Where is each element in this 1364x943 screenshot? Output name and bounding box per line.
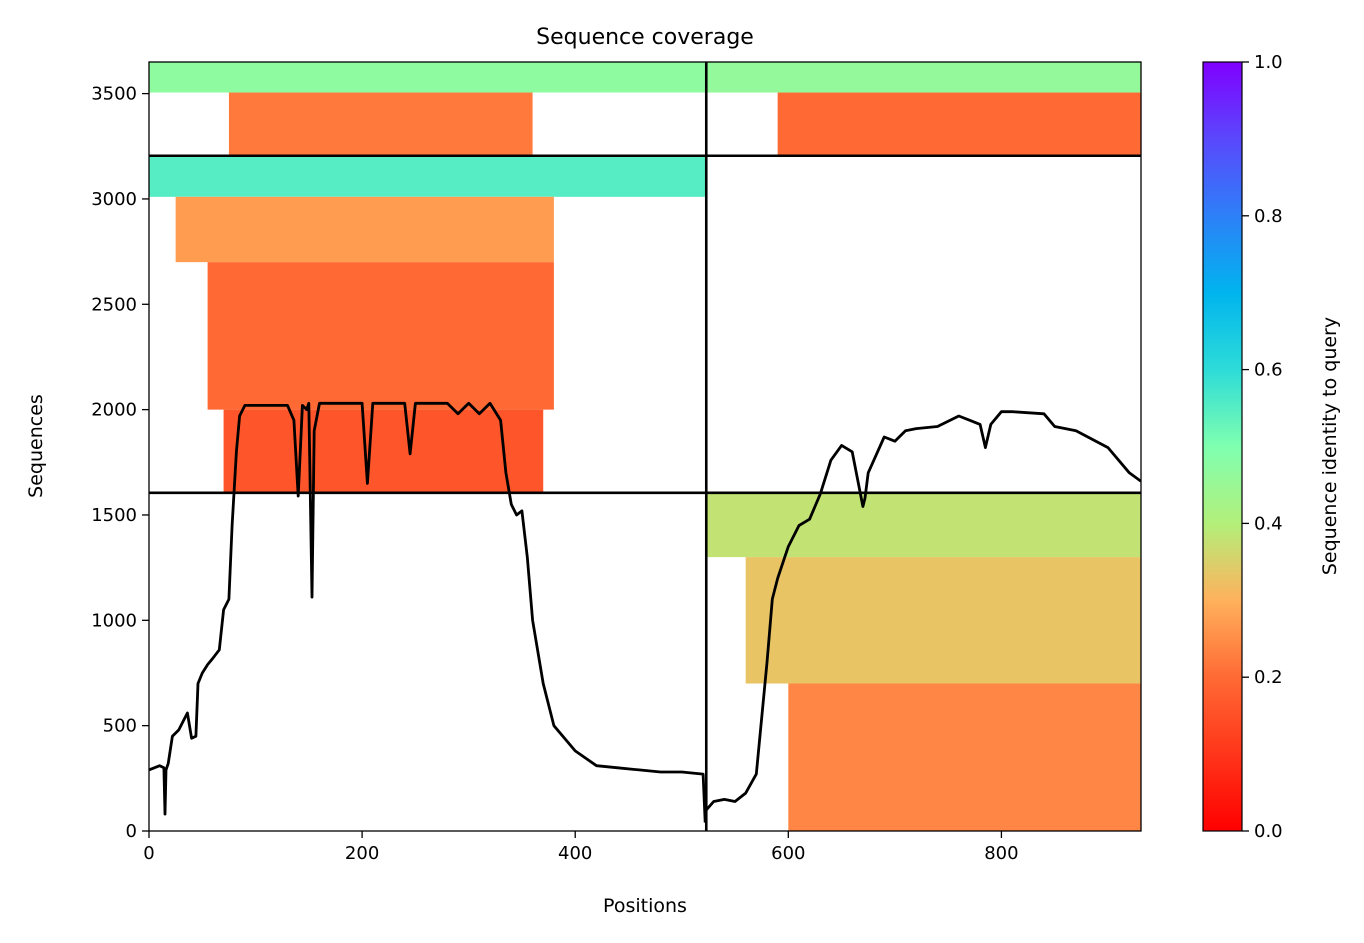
x-axis-ticks: 0 200 400 600 800 <box>143 831 1019 864</box>
y-tick-label: 1500 <box>91 505 137 526</box>
colorbar-ticks: 0.0 0.2 0.4 0.6 0.8 1.0 <box>1242 52 1283 842</box>
x-tick-label: 800 <box>984 843 1018 864</box>
coverage-block <box>706 62 1141 93</box>
x-tick-label: 600 <box>771 843 805 864</box>
coverage-block <box>149 155 707 197</box>
coverage-block <box>706 492 1141 558</box>
y-axis-ticks: 0 500 1000 1500 2000 2500 3000 3500 <box>91 84 149 842</box>
x-axis-label: Positions <box>603 895 687 917</box>
colorbar-tick-label: 0.4 <box>1254 513 1283 534</box>
coverage-line <box>149 401 707 823</box>
coverage-block <box>777 92 1141 156</box>
y-tick-label: 1000 <box>91 610 137 631</box>
coverage-blocks <box>149 62 1141 831</box>
x-tick-label: 200 <box>345 843 379 864</box>
x-tick-label: 400 <box>558 843 592 864</box>
coverage-block <box>788 683 1141 831</box>
coverage-block <box>207 262 554 410</box>
colorbar <box>1202 61 1243 832</box>
colorbar-tick-label: 0.2 <box>1254 667 1283 688</box>
y-tick-label: 3000 <box>91 189 137 210</box>
coverage-block <box>175 196 554 263</box>
colorbar-tick-label: 0.0 <box>1254 821 1283 842</box>
y-tick-label: 3500 <box>91 84 137 105</box>
chart-title: Sequence coverage <box>536 25 754 50</box>
y-tick-label: 2000 <box>91 400 137 421</box>
coverage-block <box>223 409 544 493</box>
coverage-block <box>745 557 1141 684</box>
colorbar-tick-label: 0.8 <box>1254 206 1283 227</box>
y-axis-label: Sequences <box>25 394 47 498</box>
y-tick-label: 0 <box>126 821 137 842</box>
y-tick-label: 500 <box>103 716 137 737</box>
plot-frame <box>148 61 1142 832</box>
coverage-lines <box>149 401 1141 823</box>
coverage-line <box>705 410 1141 811</box>
coverage-block <box>228 92 533 156</box>
coverage-block <box>149 62 707 93</box>
colorbar-label: Sequence identity to query <box>1319 317 1341 575</box>
colorbar-tick-label: 0.6 <box>1254 360 1283 381</box>
colorbar-tick-label: 1.0 <box>1254 52 1283 73</box>
x-tick-label: 0 <box>143 843 154 864</box>
y-tick-label: 2500 <box>91 294 137 315</box>
